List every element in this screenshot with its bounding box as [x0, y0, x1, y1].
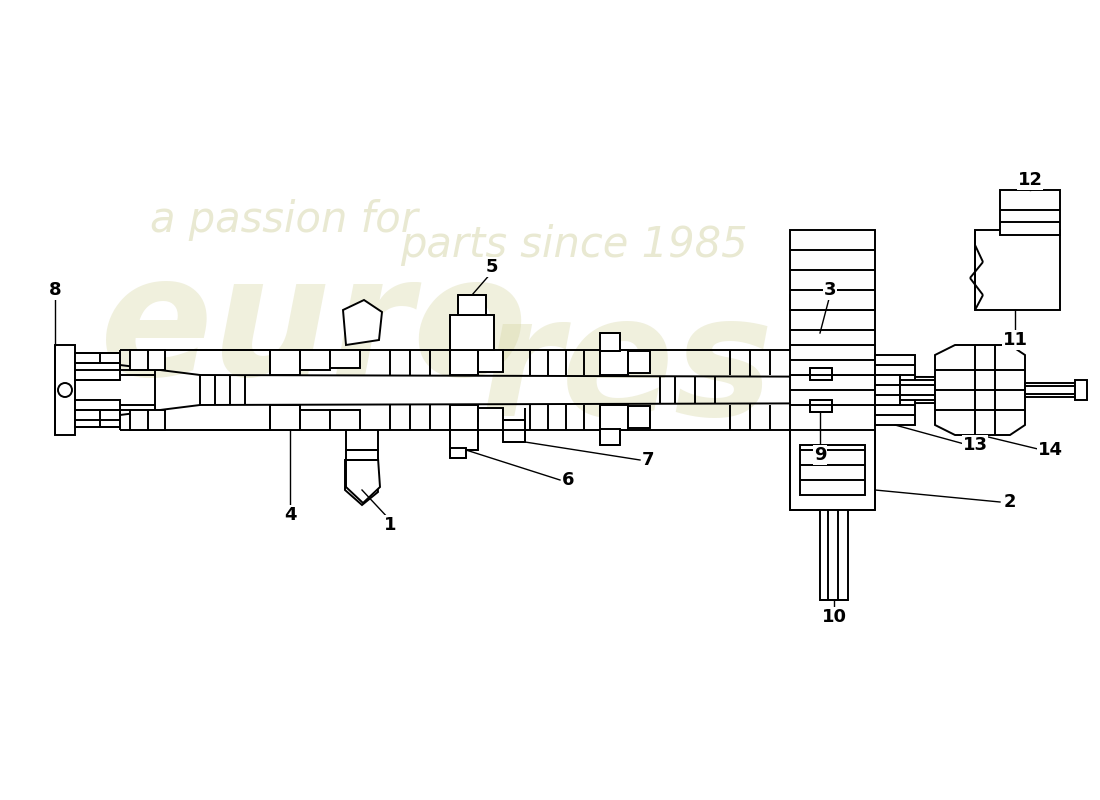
- Bar: [55, 345, 75, 435]
- Bar: [975, 230, 1060, 310]
- Bar: [458, 295, 486, 315]
- Bar: [628, 406, 650, 428]
- Polygon shape: [345, 460, 378, 505]
- Bar: [790, 375, 874, 405]
- Text: res: res: [480, 289, 774, 451]
- Bar: [75, 353, 120, 363]
- Bar: [810, 400, 832, 412]
- Bar: [450, 448, 466, 458]
- Bar: [75, 363, 120, 380]
- Polygon shape: [346, 458, 380, 503]
- Text: 6: 6: [562, 471, 574, 489]
- Bar: [450, 350, 478, 375]
- Text: 8: 8: [48, 281, 62, 299]
- Bar: [300, 350, 330, 370]
- Text: 7: 7: [641, 451, 654, 469]
- Bar: [130, 350, 165, 370]
- Bar: [600, 429, 620, 445]
- Text: 5: 5: [486, 258, 498, 276]
- Bar: [874, 355, 915, 425]
- Text: 10: 10: [822, 608, 847, 626]
- Bar: [503, 420, 525, 442]
- Text: a passion for: a passion for: [150, 199, 418, 241]
- Bar: [600, 333, 620, 351]
- Text: 2: 2: [1003, 493, 1016, 511]
- Bar: [810, 368, 832, 380]
- Text: 14: 14: [1037, 441, 1063, 459]
- Bar: [450, 405, 478, 430]
- Bar: [270, 350, 300, 375]
- Bar: [346, 450, 378, 460]
- Bar: [300, 410, 330, 430]
- Text: 4: 4: [284, 506, 296, 524]
- Bar: [1075, 380, 1087, 400]
- Circle shape: [58, 383, 72, 397]
- Text: 11: 11: [1002, 331, 1027, 349]
- Text: parts since 1985: parts since 1985: [400, 224, 748, 266]
- Bar: [1025, 383, 1085, 397]
- Bar: [790, 230, 874, 310]
- Bar: [75, 410, 120, 427]
- Bar: [790, 295, 874, 375]
- Bar: [900, 380, 935, 400]
- Bar: [600, 405, 628, 430]
- Bar: [270, 405, 300, 430]
- Bar: [628, 351, 650, 373]
- Bar: [130, 410, 165, 430]
- Text: 12: 12: [1018, 171, 1043, 189]
- Bar: [75, 400, 120, 410]
- Bar: [478, 350, 503, 372]
- Text: 9: 9: [814, 446, 826, 464]
- Text: 1: 1: [384, 516, 396, 534]
- Text: 13: 13: [962, 436, 988, 454]
- Bar: [450, 315, 494, 350]
- Bar: [800, 445, 865, 495]
- Bar: [874, 375, 900, 405]
- Bar: [790, 430, 874, 510]
- Bar: [330, 410, 360, 430]
- Bar: [330, 350, 360, 368]
- Text: 3: 3: [824, 281, 836, 299]
- Bar: [600, 350, 628, 375]
- Polygon shape: [343, 300, 382, 345]
- Bar: [1000, 190, 1060, 235]
- Polygon shape: [935, 345, 1025, 435]
- Bar: [450, 430, 478, 450]
- Text: euro: euro: [100, 249, 528, 411]
- Bar: [478, 408, 503, 430]
- Bar: [820, 510, 848, 600]
